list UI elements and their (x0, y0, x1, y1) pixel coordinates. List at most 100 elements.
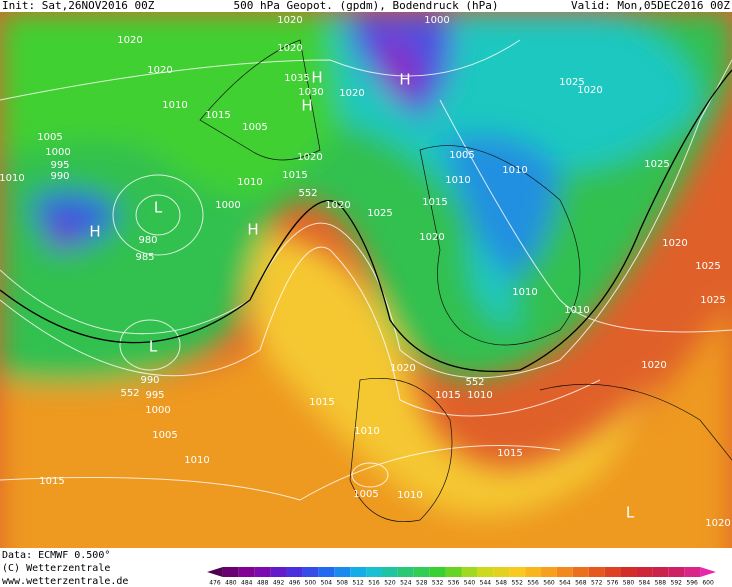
pressure-center: L (154, 199, 163, 217)
scale-label: 528 (416, 580, 428, 587)
isobar-label: 1020 (419, 232, 444, 243)
scale-segment (700, 567, 716, 577)
isobar-label: 1015 (282, 170, 307, 181)
isobar-label: 1010 (237, 177, 262, 188)
scale-label: 500 (305, 580, 317, 587)
scale-segment (525, 567, 542, 577)
isobar-label: 990 (140, 375, 159, 386)
scale-label: 556 (527, 580, 539, 587)
scale-segment (222, 567, 239, 577)
pressure-center: H (311, 69, 322, 87)
isobar-label: 1000 (424, 15, 449, 26)
isobar-label: 1010 (467, 390, 492, 401)
scale-label: 488 (257, 580, 269, 587)
scale-label: 516 (368, 580, 380, 587)
scale-label: 492 (273, 580, 285, 587)
scale-segment (477, 567, 494, 577)
isobar-label: 1005 (37, 132, 62, 143)
isobar-label: 1020 (117, 35, 142, 46)
isobar-label: 1005 (242, 122, 267, 133)
scale-label: 508 (336, 580, 348, 587)
isobar-label: 980 (138, 235, 157, 246)
scale-segment (381, 567, 398, 577)
scale-label: 536 (448, 580, 460, 587)
isobar-label: 990 (50, 171, 69, 182)
scale-label: 560 (543, 580, 555, 587)
scale-segment (270, 567, 287, 577)
isobar-label: 1030 (298, 87, 323, 98)
scale-segment (684, 567, 701, 577)
pressure-center: H (89, 223, 100, 241)
scale-segment (254, 567, 271, 577)
scale-segment (541, 567, 557, 577)
scale-segment (620, 567, 637, 577)
scale-label: 496 (289, 580, 301, 587)
scale-label: 572 (591, 580, 603, 587)
scale-label: 512 (352, 580, 364, 587)
scale-segment (302, 567, 319, 577)
scale-label: 592 (671, 580, 683, 587)
isobar-label: 1020 (705, 518, 730, 529)
scale-label: 540 (464, 580, 476, 587)
website: www.wetterzentrale.de (2, 576, 128, 587)
scale-segment (461, 567, 478, 577)
init-time: Init: Sat,26NOV2016 00Z (2, 0, 155, 12)
isobar-label: 1025 (700, 295, 725, 306)
scale-segment (445, 567, 462, 577)
isobar-label: 1010 (397, 490, 422, 501)
scale-label: 504 (321, 580, 333, 587)
isobar-label: 1035 (284, 73, 309, 84)
map-title: 500 hPa Geopot. (gpdm), Bodendruck (hPa) (234, 0, 499, 12)
scale-label: 580 (623, 580, 635, 587)
isobar-label: 1020 (390, 363, 415, 374)
pressure-center: L (149, 338, 158, 356)
isobar-label: 1025 (559, 77, 584, 88)
isobar-label: 552 (298, 188, 317, 199)
isobar-label: 1020 (662, 238, 687, 249)
scale-label: 600 (702, 580, 714, 587)
isobar-label: 995 (145, 390, 164, 401)
scale-segment (366, 567, 382, 577)
scale-segment (334, 567, 351, 577)
isobar-label: 1020 (641, 360, 666, 371)
scale-label: 476 (209, 580, 221, 587)
scale-label: 544 (480, 580, 492, 587)
isobar-label: 1015 (497, 448, 522, 459)
data-source: Data: ECMWF 0.500° (2, 550, 110, 561)
scale-label: 568 (575, 580, 587, 587)
scale-segment (509, 567, 526, 577)
isobar-label: 1010 (502, 165, 527, 176)
isobar-label: 1020 (577, 85, 602, 96)
scale-segment (556, 567, 573, 577)
isobar-label: 1025 (644, 159, 669, 170)
isobar-label: 1010 (445, 175, 470, 186)
map: 1020 1020 1010 1015 1005 1005 1000 995 990 1010 10… (0, 12, 732, 548)
isobar-label: 1020 (277, 15, 302, 26)
isobar-label: 1000 (45, 147, 70, 158)
pressure-center: H (301, 97, 312, 115)
copyright: (C) Wetterzentrale (2, 563, 110, 574)
isobar-label: 1005 (152, 430, 177, 441)
scale-label: 484 (241, 580, 253, 587)
isobar-label: 552 (120, 388, 139, 399)
scale-label: 532 (432, 580, 444, 587)
scale-label: 548 (496, 580, 508, 587)
scale-segment (286, 567, 303, 577)
isobar-label: 1005 (353, 489, 378, 500)
isobar-label: 1005 (449, 150, 474, 161)
isobar-label: 1015 (205, 110, 230, 121)
isobar-label: 1010 (354, 426, 379, 437)
scale-segment (572, 567, 589, 577)
scale-segment (318, 567, 335, 577)
isobar-label: 1010 (564, 305, 589, 316)
scale-segment (652, 567, 669, 577)
pressure-center: H (247, 221, 258, 239)
scale-label: 588 (655, 580, 667, 587)
isobar-label: 1020 (297, 152, 322, 163)
isobar-label: 1020 (325, 200, 350, 211)
isobar-label: 1015 (422, 197, 447, 208)
isobar-label: 1025 (695, 261, 720, 272)
isobar-label: 1010 (162, 100, 187, 111)
isobar-label: 552 (465, 377, 484, 388)
